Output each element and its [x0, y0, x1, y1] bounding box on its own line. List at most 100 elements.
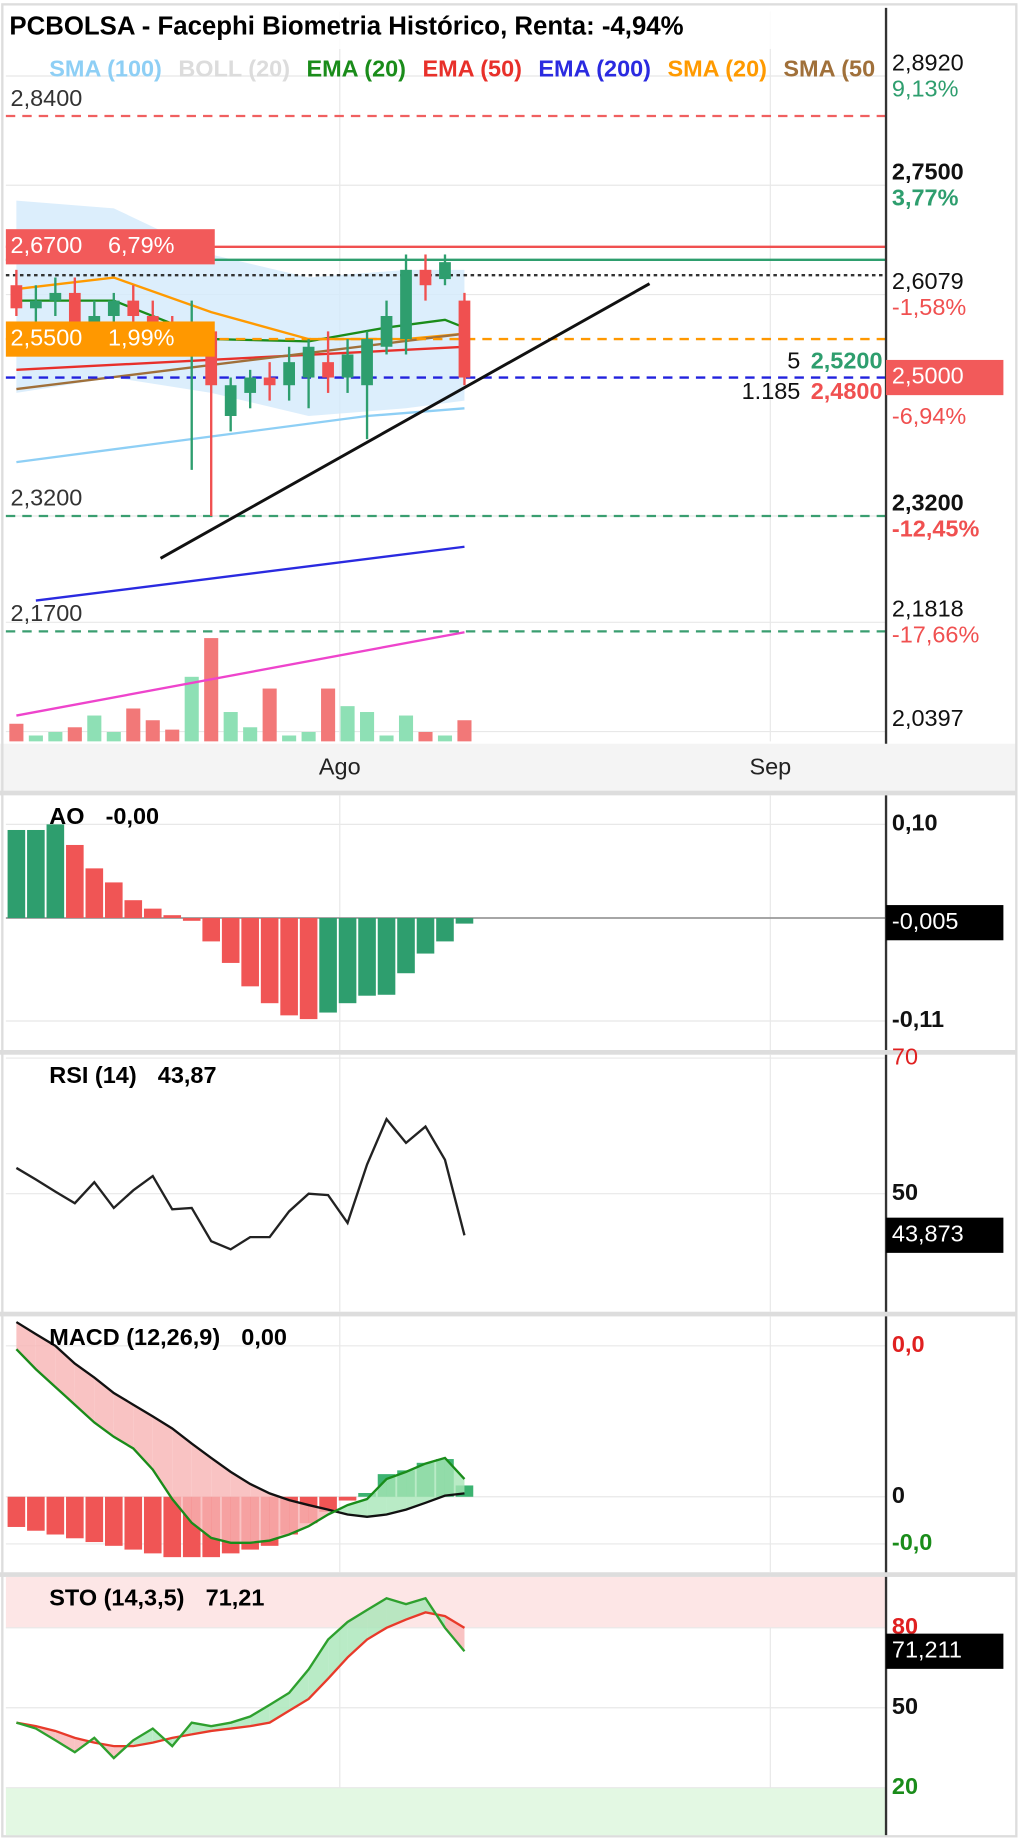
legend: SMA (100) BOLL (20) EMA (20) EMA (50) EMA (2… [49, 55, 875, 81]
pct-label: -12,45% [892, 515, 980, 541]
pct-label: 9,13% [892, 75, 959, 101]
y-tick-label: 2,1818 [892, 596, 964, 622]
fill-between [289, 1500, 309, 1535]
legend-entry: EMA (50) [422, 55, 522, 81]
y-tick-label: 2,6079 [892, 268, 964, 294]
candle-body [68, 292, 81, 324]
y-tick-label: 50 [892, 1693, 918, 1719]
indicator-line [15, 1116, 466, 1251]
chart-title: PCBOLSA - Facephi Biometria Histórico, R… [9, 13, 683, 41]
candle-body [127, 300, 140, 316]
bar [221, 917, 240, 963]
volume-bar [379, 735, 394, 742]
fill-between [367, 1598, 387, 1640]
level-box [5, 321, 215, 357]
level-label: 2,5500 [11, 324, 83, 350]
legend-entry: EMA (20) [306, 55, 406, 81]
fill-between [191, 1443, 212, 1538]
y-tick-label: 20 [892, 1773, 918, 1799]
histogram-bar [143, 1496, 162, 1554]
pct-label: -6,94% [892, 403, 966, 429]
candle-body [88, 315, 101, 324]
volume-bar [87, 715, 102, 742]
volume-bar [418, 731, 433, 742]
indicator-name: MACD (12,26,9) [49, 1324, 220, 1350]
candle-body [458, 300, 471, 378]
bar [260, 917, 279, 1004]
indicator-line [15, 1348, 466, 1544]
volume-bar [340, 706, 355, 742]
legend-entry: SMA (20) [667, 55, 767, 81]
divider [0, 1572, 1017, 1577]
zone-band [5, 1787, 887, 1836]
volume-bar [321, 688, 336, 742]
bar [66, 844, 84, 918]
level-label: 2,8400 [11, 85, 83, 111]
histogram-bar [124, 1496, 143, 1550]
candle-body [283, 362, 295, 386]
y-tick-label: 0 [892, 1482, 905, 1508]
fill-between [172, 1428, 192, 1523]
divider [0, 1311, 1017, 1317]
candle-body [419, 269, 432, 286]
candle-body [224, 385, 237, 416]
candle-body [322, 362, 334, 378]
candle-body [302, 346, 315, 378]
level-label: 2,3200 [11, 485, 83, 511]
bar [163, 915, 182, 918]
bar [7, 829, 26, 918]
volume-bar [48, 731, 63, 742]
candle-body [341, 354, 354, 378]
volume-bar [145, 720, 160, 742]
histogram-bar [358, 1492, 376, 1497]
order-qty: 5 [787, 347, 800, 373]
level-note: 1,99% [108, 324, 175, 350]
y-tick-label: 0,10 [892, 810, 938, 836]
bar [241, 917, 259, 987]
plot-layer [5, 11, 887, 1836]
y-tick-label: 2,0397 [892, 705, 964, 731]
bar [182, 917, 201, 921]
level-box [5, 229, 215, 265]
legend-entry: BOLL (20) [178, 55, 290, 81]
volume-bar [398, 715, 414, 742]
value-box [886, 1217, 1004, 1253]
bar [377, 917, 396, 995]
volume-bar [223, 712, 238, 742]
volume-bar [282, 735, 297, 742]
bar [85, 868, 104, 918]
level-label: 2,1700 [11, 600, 83, 626]
fill-between [386, 1471, 407, 1515]
divider [0, 790, 1017, 796]
fill-between [230, 1716, 251, 1729]
volume-bar [437, 735, 453, 742]
volume-bar [126, 708, 141, 742]
bar [299, 917, 318, 1020]
fill-between [113, 1393, 134, 1449]
bar [436, 917, 454, 942]
bar [143, 908, 162, 918]
bar [124, 900, 143, 918]
bar [104, 882, 123, 918]
bar [338, 917, 357, 1004]
bar [280, 917, 298, 1016]
histogram-bar [66, 1496, 84, 1539]
order-price: 2,4800 [811, 378, 883, 404]
fill-between [308, 1639, 329, 1699]
candle-body [244, 377, 257, 393]
indicator-value: 71,21 [206, 1584, 265, 1610]
candle-body [400, 269, 412, 340]
fill-between [35, 1334, 56, 1387]
fill-between [113, 1740, 134, 1759]
indicator-name: STO (14,3,5) [49, 1584, 184, 1610]
histogram-bar [163, 1496, 182, 1558]
fill-between [269, 1692, 290, 1723]
fill-between [250, 1704, 270, 1727]
histogram-bar [338, 1496, 357, 1501]
x-tick-label: Sep [749, 754, 791, 780]
indicator-line [16, 1596, 466, 1760]
fill-between [444, 1457, 465, 1496]
volume-bar [106, 731, 121, 742]
